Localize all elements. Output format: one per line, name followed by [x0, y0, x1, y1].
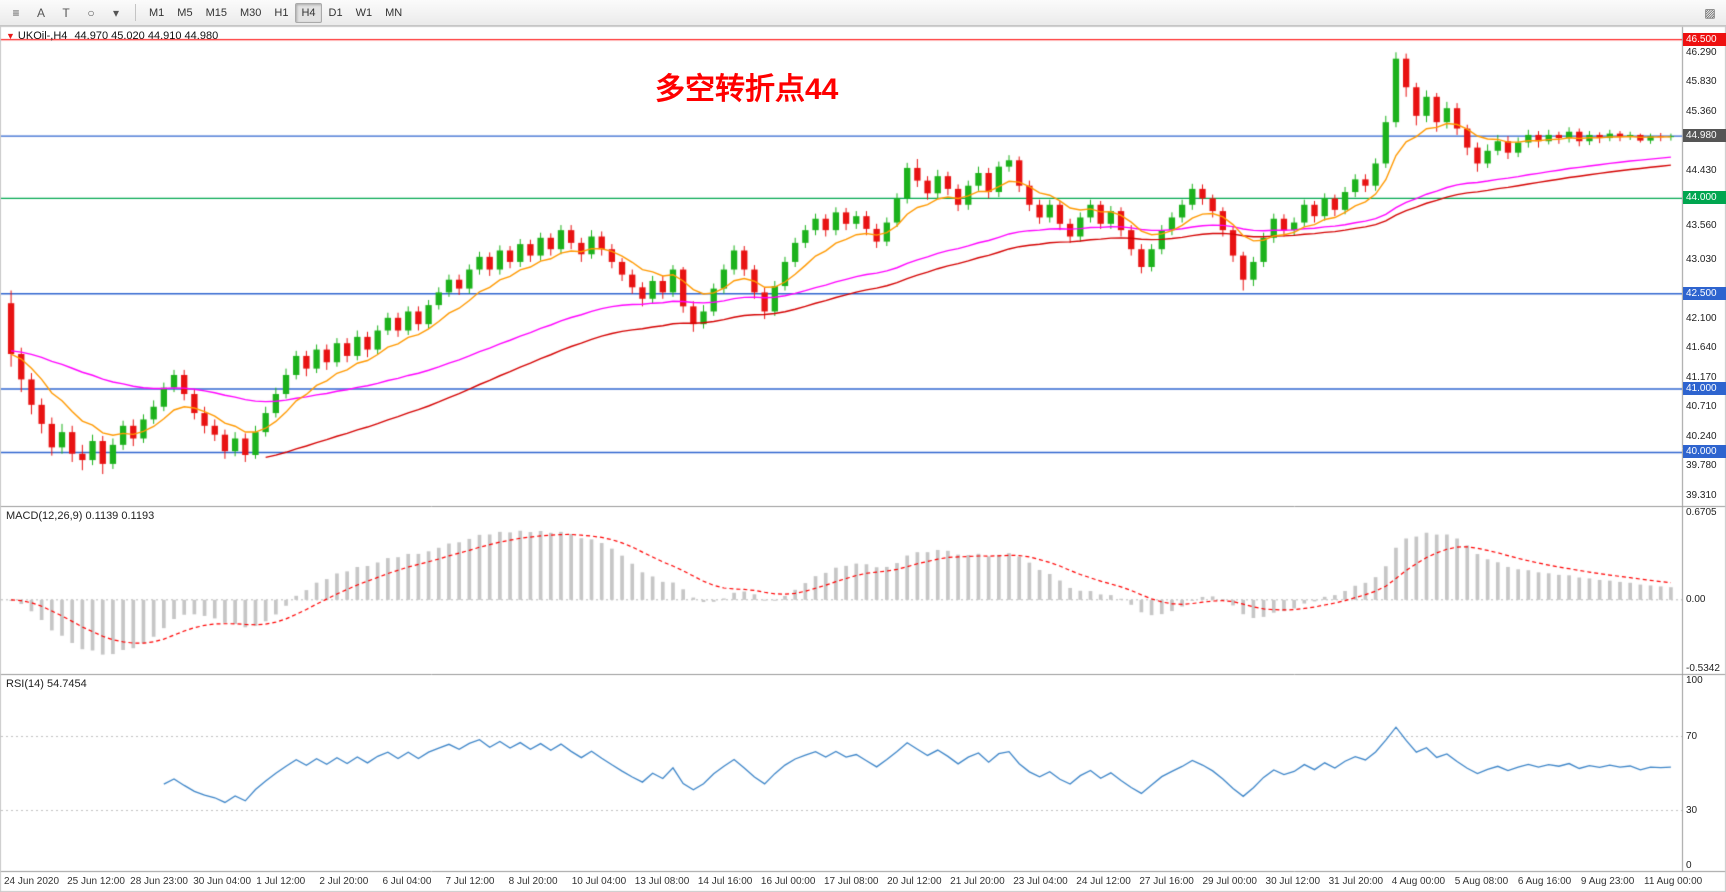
- timeframe-button-d1[interactable]: D1: [328, 6, 343, 19]
- text-tool-icon[interactable]: T: [62, 5, 70, 20]
- objects-list-icon[interactable]: ≡: [12, 5, 20, 20]
- text-label-tool-icon[interactable]: A: [36, 5, 45, 20]
- shapes-dropdown-icon[interactable]: ▾: [112, 5, 120, 20]
- timeframe-button-mn[interactable]: MN: [385, 6, 403, 19]
- timeframe-button-m5[interactable]: M5: [177, 6, 193, 19]
- timeframe-button-m30[interactable]: M30: [239, 6, 262, 19]
- shapes-tool-icon[interactable]: ○: [87, 5, 95, 20]
- main-toolbar: ≡ A T ○ ▾ M1 M5 M15 M30 H1 H4 D1 W1 MN ▨: [0, 0, 1726, 26]
- timeframe-toolbar: M1 M5 M15 M30 H1 H4 D1 W1 MN: [143, 2, 408, 23]
- timeframe-button-m15[interactable]: M15: [205, 6, 227, 19]
- timeframe-button-h4[interactable]: H4: [295, 2, 322, 23]
- drawing-tools-group: ≡ A T ○ ▾: [4, 3, 128, 23]
- price-chart-canvas[interactable]: [0, 26, 1726, 892]
- chart-window: ▼ UKOil-,H4 44.970 45.020 44.910 44.980 多空…: [0, 26, 1726, 892]
- timeframe-button-m1[interactable]: M1: [149, 6, 165, 19]
- timeframe-button-w1[interactable]: W1: [355, 6, 373, 19]
- timeframe-button-h1[interactable]: H1: [274, 6, 289, 19]
- toolbar-separator: [135, 4, 136, 21]
- panel-toggle-icon[interactable]: ▨: [1704, 5, 1716, 20]
